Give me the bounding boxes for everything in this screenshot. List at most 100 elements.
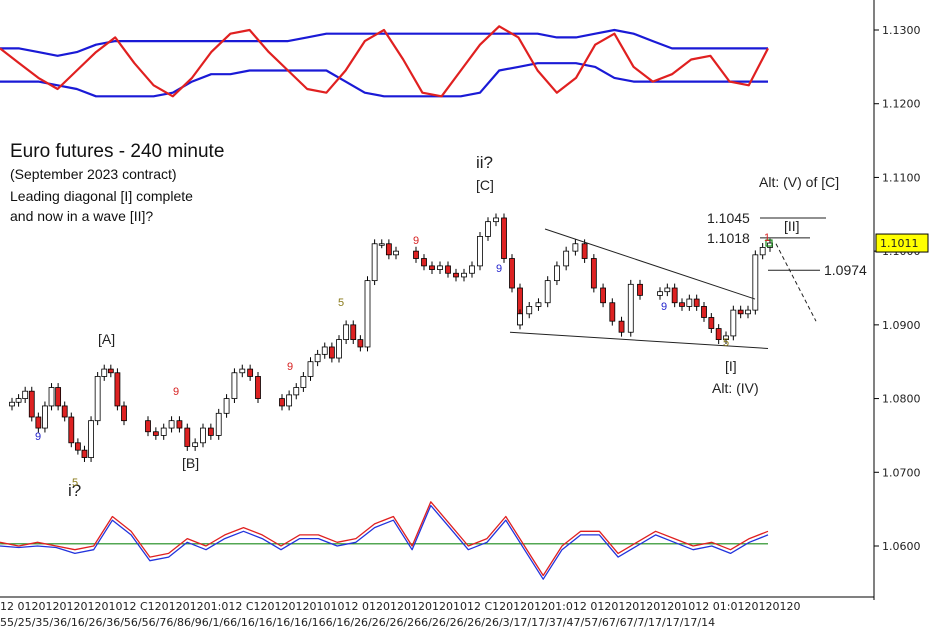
candle-body (22, 390, 29, 399)
candle-body (671, 287, 678, 304)
candle-body (88, 420, 94, 458)
upper-red-oscillator (0, 25, 769, 98)
candle-body (445, 265, 451, 274)
candle-body (121, 405, 127, 422)
candle-body (160, 427, 167, 436)
y-axis: 1.13001.12001.11001.10001.09001.08001.07… (874, 24, 929, 553)
candle-body (730, 309, 737, 337)
candle-body (223, 398, 230, 414)
candle-body (554, 265, 560, 282)
lower-red-oscillator (0, 501, 769, 577)
candle-body (526, 306, 533, 315)
candle-body (184, 427, 191, 447)
wave-label-alt-V: Alt: (V) of [C] (759, 174, 839, 190)
candle-body (701, 306, 707, 318)
wave-label-B: [B] (182, 455, 199, 471)
candle-body (759, 247, 766, 256)
x-axis-dates: 55/25/35/36/16/26/36/56/56/76/86/96/1/66… (0, 616, 715, 629)
y-tick-label: 1.0700 (882, 466, 921, 479)
candle-body (686, 298, 693, 307)
candle-body (708, 317, 715, 329)
diagonal-lower-trendline (509, 331, 769, 349)
candle-body (152, 431, 159, 436)
candle-body (293, 387, 300, 396)
count-mark: 5 (723, 337, 729, 349)
candle-body (715, 328, 722, 340)
candle-body (107, 368, 114, 374)
candle-body (215, 412, 222, 436)
candle-body (413, 250, 419, 259)
count-mark: 1 (764, 232, 770, 244)
candle-body (279, 398, 285, 407)
wave-label-A: [A] (98, 331, 115, 347)
count-mark: 9 (413, 235, 419, 247)
candle-body (535, 302, 542, 307)
candle-body (9, 401, 15, 407)
candle-body (35, 416, 42, 429)
level-label-1-1045: 1.1045 (707, 210, 750, 226)
upper-indicator-panel (0, 25, 769, 98)
candle-body (371, 243, 378, 282)
candle-body (469, 265, 475, 274)
chart-note-line2: and now in a wave [II]? (10, 208, 154, 224)
candle-body (231, 372, 238, 399)
candle-body (68, 416, 75, 444)
candle-body (393, 250, 399, 256)
current-marker (765, 239, 773, 247)
candle-body (477, 235, 483, 267)
candle-body (609, 302, 616, 322)
candle-body (101, 368, 108, 377)
candle-body (501, 217, 507, 259)
count-mark: 9 (287, 361, 293, 373)
count-mark: 9 (173, 386, 179, 398)
count-mark: 9 (661, 301, 667, 313)
candle-body (168, 420, 175, 429)
candle-body (145, 420, 151, 433)
y-tick-label: 1.1300 (882, 24, 921, 37)
chart-note-line1: Leading diagonal [I] complete (10, 188, 193, 204)
candle-body (453, 272, 459, 278)
candle-body (590, 258, 597, 289)
y-tick-label: 1.0800 (882, 393, 921, 406)
current-price-label: 1.1011 (880, 237, 919, 250)
candle-body (114, 372, 121, 407)
candle-body (176, 420, 183, 429)
y-tick-label: 1.1200 (882, 98, 921, 111)
candle-body (544, 280, 551, 304)
wave-overlays (509, 217, 826, 349)
level-label-1-0974: 1.0974 (824, 262, 867, 278)
candle-body (328, 346, 335, 359)
candle-body (239, 368, 246, 374)
candle-body (600, 287, 606, 304)
wave-label-C: [C] (476, 177, 494, 193)
candle-body (618, 320, 625, 333)
wave-label-i: i? (68, 481, 81, 500)
candle-body (200, 427, 206, 444)
wave-label-II: [II] (784, 218, 800, 234)
candle-body (664, 287, 671, 293)
count-mark: 9 (35, 431, 41, 443)
y-tick-label: 1.0600 (882, 540, 921, 553)
x-axis-times: 12 01201201201201012 C1201201201:012 C12… (0, 600, 800, 613)
candle-body (247, 368, 254, 377)
y-tick-label: 1.0900 (882, 319, 921, 332)
candle-body (48, 387, 55, 407)
candle-body (307, 361, 314, 377)
level-label-1-1018: 1.1018 (707, 230, 750, 246)
chart-title-block: Euro futures - 240 minute (September 202… (10, 140, 224, 226)
candle-body (752, 254, 759, 311)
candle-body (517, 313, 523, 326)
candle-body (421, 258, 427, 267)
candle-body (357, 339, 364, 348)
wave-label-I: [I] (725, 358, 737, 374)
candle-body (314, 353, 321, 363)
current-price-tag (875, 233, 929, 253)
candle-body (461, 272, 467, 278)
lower-blue-oscillator (0, 504, 769, 580)
chart-subtitle: (September 2023 contract) (10, 166, 177, 182)
candle-body (321, 346, 328, 355)
wave-label-ii: ii? (476, 153, 493, 172)
candle-body (343, 324, 350, 341)
candle-body (350, 324, 357, 341)
